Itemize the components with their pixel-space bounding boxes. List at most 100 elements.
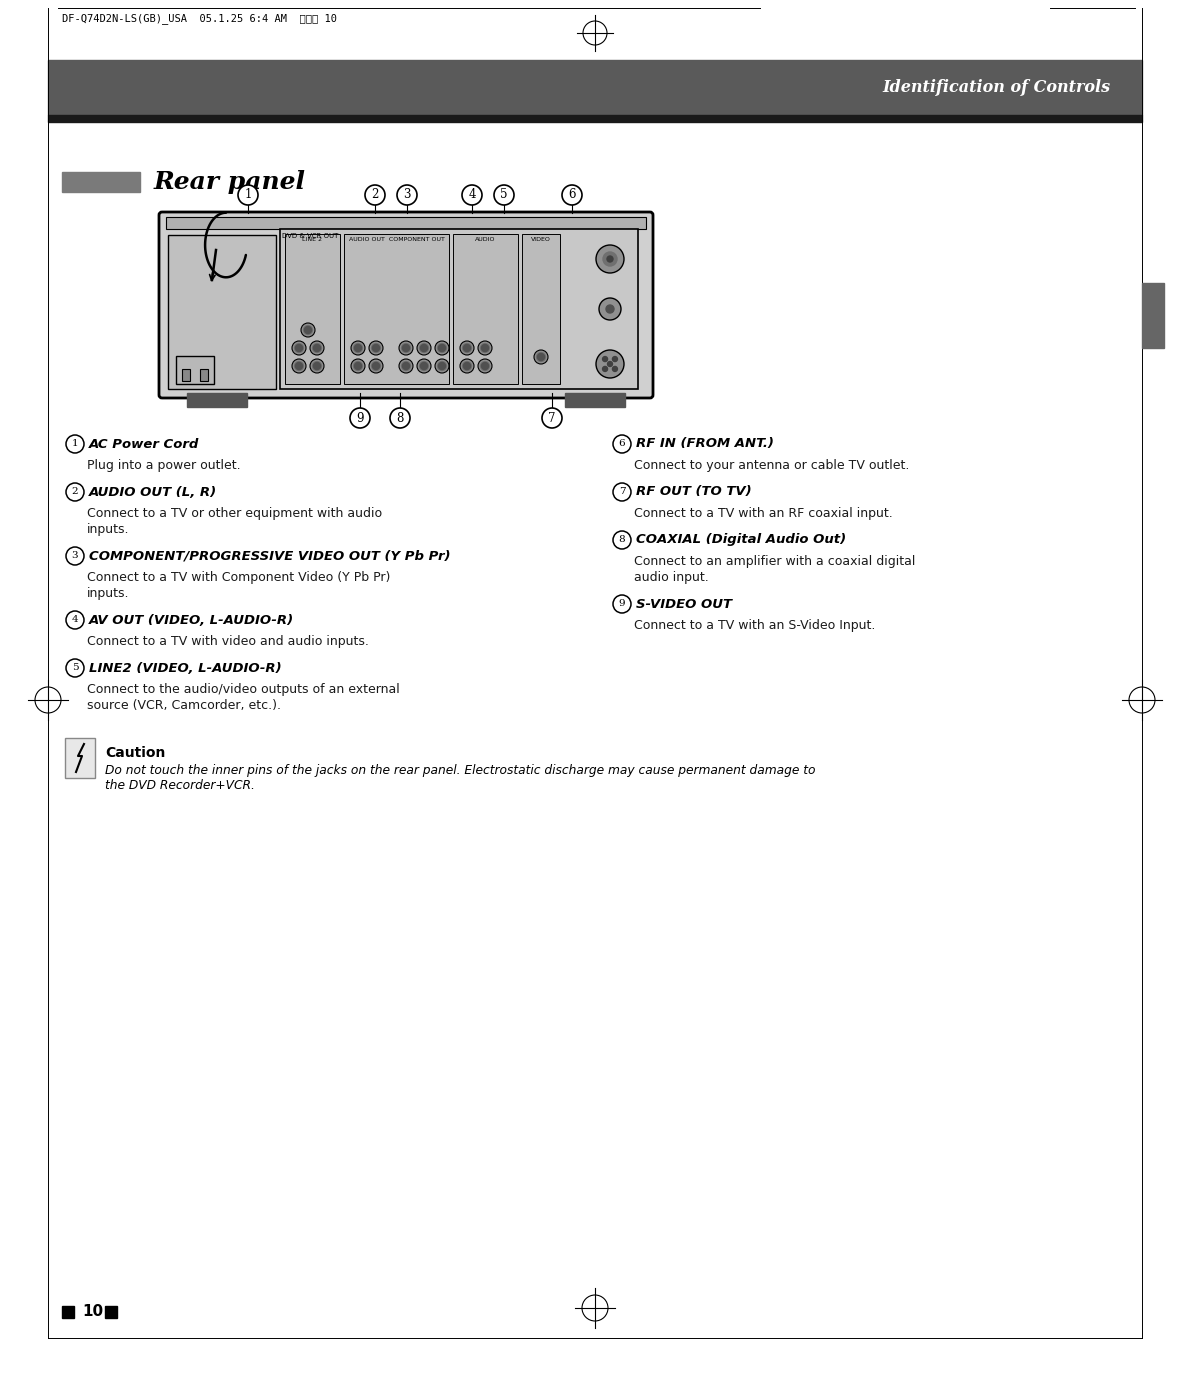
- Text: RF OUT (TO TV): RF OUT (TO TV): [635, 485, 752, 499]
- Circle shape: [305, 327, 312, 334]
- Text: 4: 4: [71, 615, 79, 625]
- Text: 7: 7: [619, 488, 625, 496]
- Bar: [284, 233, 340, 384]
- Circle shape: [294, 362, 303, 370]
- Circle shape: [399, 341, 413, 355]
- Circle shape: [295, 344, 302, 351]
- Circle shape: [350, 408, 370, 428]
- Text: 4: 4: [468, 189, 476, 201]
- Circle shape: [436, 359, 449, 373]
- Text: S-VIDEO OUT: S-VIDEO OUT: [635, 597, 732, 611]
- Text: Do not touch the inner pins of the jacks on the rear panel. Electrostatic discha: Do not touch the inner pins of the jacks…: [105, 763, 815, 777]
- Bar: [187, 393, 248, 407]
- Circle shape: [355, 362, 362, 369]
- Circle shape: [463, 362, 470, 369]
- Circle shape: [562, 185, 582, 206]
- Text: LINE 2: LINE 2: [302, 238, 322, 242]
- Bar: [165, 217, 646, 229]
- Text: COAXIAL (Digital Audio Out): COAXIAL (Digital Audio Out): [635, 534, 846, 547]
- Circle shape: [478, 359, 491, 373]
- Circle shape: [420, 344, 427, 351]
- Bar: [1142, 282, 1164, 348]
- Circle shape: [65, 658, 84, 677]
- Text: inputs.: inputs.: [87, 523, 130, 535]
- Text: 5: 5: [500, 189, 508, 201]
- Circle shape: [353, 362, 363, 370]
- Circle shape: [537, 352, 545, 362]
- Circle shape: [462, 185, 482, 206]
- Circle shape: [65, 547, 84, 565]
- Circle shape: [420, 362, 427, 369]
- Circle shape: [494, 185, 514, 206]
- Text: 6: 6: [569, 189, 576, 201]
- Circle shape: [292, 341, 306, 355]
- Circle shape: [438, 362, 446, 370]
- Text: audio input.: audio input.: [634, 570, 709, 584]
- Circle shape: [613, 482, 631, 500]
- Text: Plug into a power outlet.: Plug into a power outlet.: [87, 459, 240, 473]
- Text: Connect to a TV with video and audio inputs.: Connect to a TV with video and audio inp…: [87, 635, 369, 649]
- Text: 3: 3: [71, 551, 79, 561]
- Circle shape: [401, 344, 411, 352]
- Circle shape: [461, 359, 474, 373]
- Text: Connect to a TV with an S-Video Input.: Connect to a TV with an S-Video Input.: [634, 619, 876, 632]
- Circle shape: [436, 341, 449, 355]
- Bar: [453, 233, 518, 384]
- Text: AUDIO OUT (L, R): AUDIO OUT (L, R): [89, 485, 217, 499]
- Circle shape: [365, 185, 386, 206]
- Text: Connect to a TV or other equipment with audio: Connect to a TV or other equipment with …: [87, 507, 382, 520]
- Circle shape: [602, 356, 608, 362]
- Bar: [522, 233, 560, 384]
- Text: AV OUT (VIDEO, L-AUDIO-R): AV OUT (VIDEO, L-AUDIO-R): [89, 614, 294, 626]
- Circle shape: [402, 362, 409, 369]
- Text: 3: 3: [403, 189, 411, 201]
- Circle shape: [65, 611, 84, 629]
- Circle shape: [311, 341, 324, 355]
- Circle shape: [372, 362, 380, 369]
- Circle shape: [534, 350, 549, 363]
- Circle shape: [371, 344, 381, 352]
- Circle shape: [416, 359, 431, 373]
- Circle shape: [311, 359, 324, 373]
- Bar: [344, 233, 449, 384]
- Circle shape: [613, 435, 631, 453]
- Bar: [62, 1306, 74, 1318]
- Circle shape: [399, 359, 413, 373]
- Circle shape: [463, 362, 471, 370]
- Bar: [280, 229, 638, 389]
- Circle shape: [238, 185, 258, 206]
- Circle shape: [301, 323, 315, 337]
- Text: 8: 8: [619, 535, 625, 544]
- Text: COMPONENT/PROGRESSIVE VIDEO OUT (Y Pb Pr): COMPONENT/PROGRESSIVE VIDEO OUT (Y Pb Pr…: [89, 549, 451, 562]
- Circle shape: [606, 305, 614, 313]
- Circle shape: [438, 362, 445, 369]
- Bar: [168, 235, 276, 389]
- Text: 2: 2: [371, 189, 378, 201]
- Text: 7: 7: [549, 411, 556, 425]
- Circle shape: [65, 435, 84, 453]
- Text: Rear panel: Rear panel: [154, 171, 306, 194]
- Circle shape: [420, 362, 428, 370]
- Circle shape: [351, 341, 365, 355]
- Text: 8: 8: [396, 411, 403, 425]
- Circle shape: [463, 344, 470, 351]
- Bar: [105, 1306, 117, 1318]
- Circle shape: [481, 344, 489, 352]
- Circle shape: [313, 362, 320, 369]
- Text: Connect to a TV with an RF coaxial input.: Connect to a TV with an RF coaxial input…: [634, 507, 892, 520]
- Circle shape: [541, 408, 562, 428]
- Bar: [176, 356, 214, 384]
- Circle shape: [313, 362, 321, 370]
- Bar: [48, 60, 1142, 115]
- Bar: [48, 115, 1142, 122]
- Circle shape: [613, 596, 631, 612]
- Circle shape: [482, 344, 489, 351]
- Circle shape: [369, 341, 383, 355]
- Circle shape: [613, 366, 618, 372]
- Text: 6: 6: [619, 439, 625, 449]
- Text: 1: 1: [244, 189, 252, 201]
- Circle shape: [463, 344, 471, 352]
- Circle shape: [613, 356, 618, 362]
- Circle shape: [295, 362, 302, 369]
- Circle shape: [369, 359, 383, 373]
